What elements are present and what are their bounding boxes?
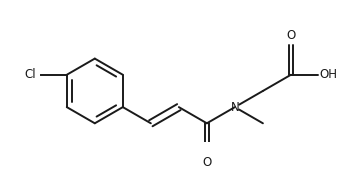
Text: O: O: [286, 29, 296, 42]
Text: Cl: Cl: [25, 68, 36, 81]
Text: OH: OH: [319, 68, 337, 81]
Text: N: N: [230, 101, 239, 114]
Text: O: O: [202, 156, 212, 169]
